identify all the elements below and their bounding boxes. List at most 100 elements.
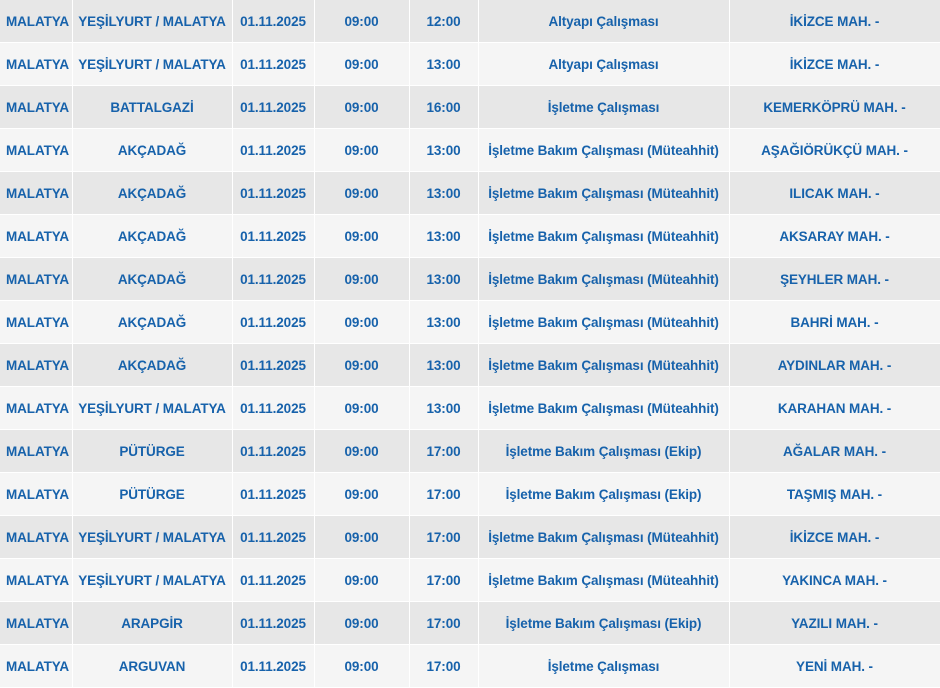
cell-district: ARAPGİR [72, 601, 233, 645]
cell-start-time: 09:00 [314, 472, 410, 516]
cell-district: AKÇADAĞ [72, 343, 233, 387]
cell-work-type: Altyapı Çalışması [478, 42, 730, 86]
cell-district: PÜTÜRGE [72, 472, 233, 516]
cell-neighborhood: AKSARAY MAH. - [729, 214, 940, 258]
cell-end-time: 13:00 [409, 214, 479, 258]
cell-province: MALATYA [0, 343, 73, 387]
cell-district: ARGUVAN [72, 644, 233, 688]
cell-end-time: 17:00 [409, 644, 479, 688]
cell-province: MALATYA [0, 171, 73, 215]
cell-date: 01.11.2025 [232, 558, 315, 602]
cell-end-time: 17:00 [409, 601, 479, 645]
cell-neighborhood: BAHRİ MAH. - [729, 300, 940, 344]
cell-neighborhood: YAZILI MAH. - [729, 601, 940, 645]
cell-start-time: 09:00 [314, 85, 410, 129]
cell-province: MALATYA [0, 515, 73, 559]
cell-end-time: 13:00 [409, 42, 479, 86]
cell-neighborhood: YENİ MAH. - [729, 644, 940, 688]
table-row: MALATYA AKÇADAĞ 01.11.2025 09:00 13:00 İşletm… [0, 171, 940, 215]
cell-district: AKÇADAĞ [72, 128, 233, 172]
cell-province: MALATYA [0, 644, 73, 688]
cell-district: YEŞİLYURT / MALATYA [72, 558, 233, 602]
cell-work-type: İşletme Bakım Çalışması (Müteahhit) [478, 558, 730, 602]
cell-work-type: Altyapı Çalışması [478, 0, 730, 43]
cell-province: MALATYA [0, 429, 73, 473]
cell-date: 01.11.2025 [232, 644, 315, 688]
cell-end-time: 16:00 [409, 85, 479, 129]
cell-date: 01.11.2025 [232, 214, 315, 258]
cell-district: YEŞİLYURT / MALATYA [72, 0, 233, 43]
cell-work-type: İşletme Çalışması [478, 644, 730, 688]
cell-province: MALATYA [0, 386, 73, 430]
cell-start-time: 09:00 [314, 644, 410, 688]
cell-start-time: 09:00 [314, 601, 410, 645]
cell-end-time: 17:00 [409, 429, 479, 473]
cell-work-type: İşletme Bakım Çalışması (Ekip) [478, 472, 730, 516]
cell-work-type: İşletme Bakım Çalışması (Müteahhit) [478, 343, 730, 387]
cell-neighborhood: AYDINLAR MAH. - [729, 343, 940, 387]
cell-end-time: 17:00 [409, 515, 479, 559]
cell-start-time: 09:00 [314, 429, 410, 473]
cell-neighborhood: TAŞMIŞ MAH. - [729, 472, 940, 516]
table-row: MALATYA YEŞİLYURT / MALATYA 01.11.2025 09:0… [0, 515, 940, 559]
cell-date: 01.11.2025 [232, 300, 315, 344]
cell-province: MALATYA [0, 472, 73, 516]
cell-start-time: 09:00 [314, 257, 410, 301]
cell-work-type: İşletme Çalışması [478, 85, 730, 129]
cell-district: PÜTÜRGE [72, 429, 233, 473]
cell-district: AKÇADAĞ [72, 171, 233, 215]
cell-start-time: 09:00 [314, 386, 410, 430]
cell-neighborhood: İKİZCE MAH. - [729, 42, 940, 86]
table-row: MALATYA AKÇADAĞ 01.11.2025 09:00 13:00 İşletm… [0, 300, 940, 344]
cell-date: 01.11.2025 [232, 601, 315, 645]
cell-work-type: İşletme Bakım Çalışması (Müteahhit) [478, 257, 730, 301]
cell-province: MALATYA [0, 601, 73, 645]
cell-start-time: 09:00 [314, 558, 410, 602]
table-row: MALATYA PÜTÜRGE 01.11.2025 09:00 17:00 İşletm… [0, 429, 940, 473]
cell-neighborhood: ŞEYHLER MAH. - [729, 257, 940, 301]
table-row: MALATYA AKÇADAĞ 01.11.2025 09:00 13:00 İşletm… [0, 128, 940, 172]
cell-end-time: 13:00 [409, 386, 479, 430]
table-row: MALATYA AKÇADAĞ 01.11.2025 09:00 13:00 İşletm… [0, 214, 940, 258]
table-row: MALATYA YEŞİLYURT / MALATYA 01.11.2025 09:0… [0, 0, 940, 43]
cell-neighborhood: AĞALAR MAH. - [729, 429, 940, 473]
cell-work-type: İşletme Bakım Çalışması (Ekip) [478, 429, 730, 473]
cell-date: 01.11.2025 [232, 257, 315, 301]
cell-district: AKÇADAĞ [72, 257, 233, 301]
cell-work-type: İşletme Bakım Çalışması (Ekip) [478, 601, 730, 645]
cell-work-type: İşletme Bakım Çalışması (Müteahhit) [478, 515, 730, 559]
cell-work-type: İşletme Bakım Çalışması (Müteahhit) [478, 171, 730, 215]
cell-work-type: İşletme Bakım Çalışması (Müteahhit) [478, 300, 730, 344]
cell-neighborhood: KEMERKÖPRÜ MAH. - [729, 85, 940, 129]
cell-start-time: 09:00 [314, 214, 410, 258]
table-row: MALATYA ARAPGİR 01.11.2025 09:00 17:00 İşletm… [0, 601, 940, 645]
cell-date: 01.11.2025 [232, 0, 315, 43]
cell-work-type: İşletme Bakım Çalışması (Müteahhit) [478, 214, 730, 258]
table-row: MALATYA YEŞİLYURT / MALATYA 01.11.2025 09:0… [0, 386, 940, 430]
table-row: MALATYA AKÇADAĞ 01.11.2025 09:00 13:00 İşletm… [0, 257, 940, 301]
table-row: MALATYA YEŞİLYURT / MALATYA 01.11.2025 09:0… [0, 42, 940, 86]
cell-province: MALATYA [0, 257, 73, 301]
cell-date: 01.11.2025 [232, 171, 315, 215]
cell-date: 01.11.2025 [232, 472, 315, 516]
cell-district: AKÇADAĞ [72, 214, 233, 258]
cell-end-time: 13:00 [409, 343, 479, 387]
cell-province: MALATYA [0, 42, 73, 86]
cell-province: MALATYA [0, 558, 73, 602]
cell-neighborhood: ILICAK MAH. - [729, 171, 940, 215]
cell-end-time: 17:00 [409, 472, 479, 516]
cell-work-type: İşletme Bakım Çalışması (Müteahhit) [478, 386, 730, 430]
cell-province: MALATYA [0, 300, 73, 344]
cell-date: 01.11.2025 [232, 128, 315, 172]
table-row: MALATYA PÜTÜRGE 01.11.2025 09:00 17:00 İşletm… [0, 472, 940, 516]
cell-district: YEŞİLYURT / MALATYA [72, 386, 233, 430]
cell-province: MALATYA [0, 85, 73, 129]
cell-district: YEŞİLYURT / MALATYA [72, 515, 233, 559]
table-row: MALATYA BATTALGAZİ 01.11.2025 09:00 16:00 İşl… [0, 85, 940, 129]
cell-start-time: 09:00 [314, 300, 410, 344]
cell-start-time: 09:00 [314, 0, 410, 43]
cell-date: 01.11.2025 [232, 42, 315, 86]
table-row: MALATYA ARGUVAN 01.11.2025 09:00 17:00 İşletm… [0, 644, 940, 688]
cell-work-type: İşletme Bakım Çalışması (Müteahhit) [478, 128, 730, 172]
